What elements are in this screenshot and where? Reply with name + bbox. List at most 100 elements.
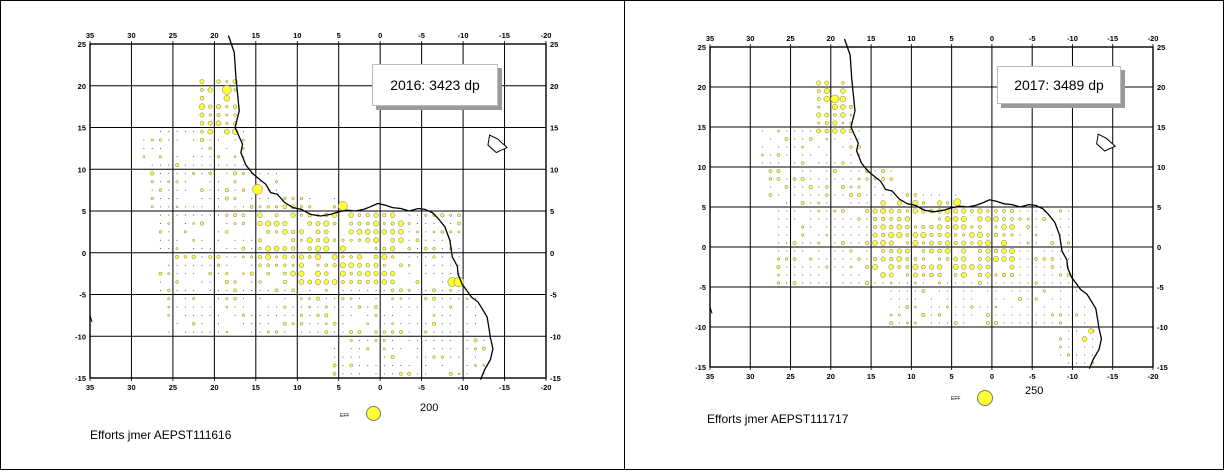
effort-marker (374, 305, 378, 309)
legend-key: EFF (340, 413, 350, 419)
effort-marker (218, 181, 220, 183)
effort-marker (299, 321, 304, 326)
effort-marker (331, 254, 338, 260)
effort-marker (424, 213, 428, 217)
effort-marker (898, 298, 900, 300)
effort-marker (914, 305, 917, 309)
effort-marker (904, 216, 911, 222)
x-tick-label: 30 (127, 383, 135, 392)
effort-marker (810, 154, 812, 156)
effort-marker (441, 256, 443, 258)
effort-marker (142, 155, 146, 159)
effort-marker (792, 257, 797, 261)
effort-marker (881, 232, 886, 238)
effort-marker (1092, 354, 1094, 356)
effort-marker (786, 242, 788, 244)
effort-marker (840, 112, 846, 118)
effort-marker (241, 313, 245, 317)
effort-marker (300, 297, 303, 300)
effort-marker (242, 164, 244, 166)
effort-marker (880, 272, 886, 278)
effort-marker (266, 330, 270, 334)
effort-marker (234, 164, 236, 166)
effort-marker (425, 223, 427, 225)
effort-marker (408, 306, 410, 308)
effort-marker (416, 339, 418, 341)
effort-marker (183, 255, 187, 259)
effort-marker (931, 194, 932, 196)
effort-marker (802, 154, 804, 156)
effort-marker (824, 80, 830, 86)
effort-marker (349, 297, 353, 300)
effort-marker (912, 272, 918, 278)
effort-marker (391, 322, 394, 326)
effort-marker (905, 233, 910, 237)
effort-marker (201, 156, 203, 158)
effort-marker (373, 271, 379, 277)
effort-marker (977, 249, 982, 253)
legend-marker (977, 390, 993, 406)
effort-marker (408, 239, 410, 241)
effort-marker (407, 288, 411, 292)
effort-marker (159, 223, 161, 225)
effort-marker (794, 210, 796, 212)
effort-marker (432, 314, 436, 317)
effort-marker (193, 264, 195, 266)
effort-marker (457, 221, 461, 226)
effort-marker (299, 205, 304, 209)
effort-marker (201, 197, 203, 199)
effort-marker (896, 248, 902, 254)
effort-marker (977, 272, 982, 278)
x-tick-label: 15 (867, 372, 875, 381)
effort-marker (233, 222, 237, 225)
effort-marker (201, 147, 203, 149)
effort-marker (947, 290, 949, 292)
effort-marker (1058, 345, 1062, 349)
x-tick-label: -15 (499, 383, 510, 392)
effort-marker (840, 88, 846, 94)
x-tick-label: 0 (990, 34, 994, 43)
effort-marker (168, 231, 170, 233)
effort-marker (944, 232, 951, 238)
effort-marker (850, 170, 852, 172)
effort-marker (334, 331, 336, 333)
effort-marker (786, 202, 788, 204)
effort-marker (425, 264, 427, 266)
effort-marker (475, 306, 477, 308)
effort-marker (199, 79, 205, 84)
effort-marker (802, 266, 804, 268)
effort-marker (201, 164, 203, 166)
effort-marker (769, 154, 771, 156)
effort-marker (358, 289, 360, 291)
effort-marker (881, 177, 886, 181)
effort-marker (367, 339, 369, 341)
effort-marker (193, 131, 195, 133)
effort-marker (315, 253, 321, 260)
y-tick-label: 15 (1157, 123, 1165, 132)
effort-marker (408, 273, 410, 275)
x-tick-label: 0 (990, 372, 994, 381)
effort-marker (193, 273, 195, 275)
effort-marker (366, 347, 370, 351)
effort-marker (823, 88, 830, 94)
effort-marker (880, 200, 886, 206)
effort-marker (928, 264, 935, 270)
effort-marker (776, 281, 781, 285)
effort-marker (150, 171, 155, 176)
effort-marker (802, 194, 804, 196)
effort-marker (348, 229, 354, 235)
effort-marker (786, 282, 788, 284)
effort-marker (432, 288, 436, 293)
effort-marker (834, 218, 836, 220)
effort-marker (176, 172, 178, 174)
effort-marker (834, 162, 836, 164)
effort-marker (209, 331, 211, 333)
effort-marker (242, 131, 244, 133)
effort-marker (298, 262, 304, 268)
effort-marker (1019, 322, 1021, 324)
effort-marker (971, 290, 973, 292)
effort-marker (316, 263, 320, 267)
effort-marker (945, 225, 950, 229)
effort-marker (201, 331, 203, 333)
effort-marker (931, 306, 932, 308)
